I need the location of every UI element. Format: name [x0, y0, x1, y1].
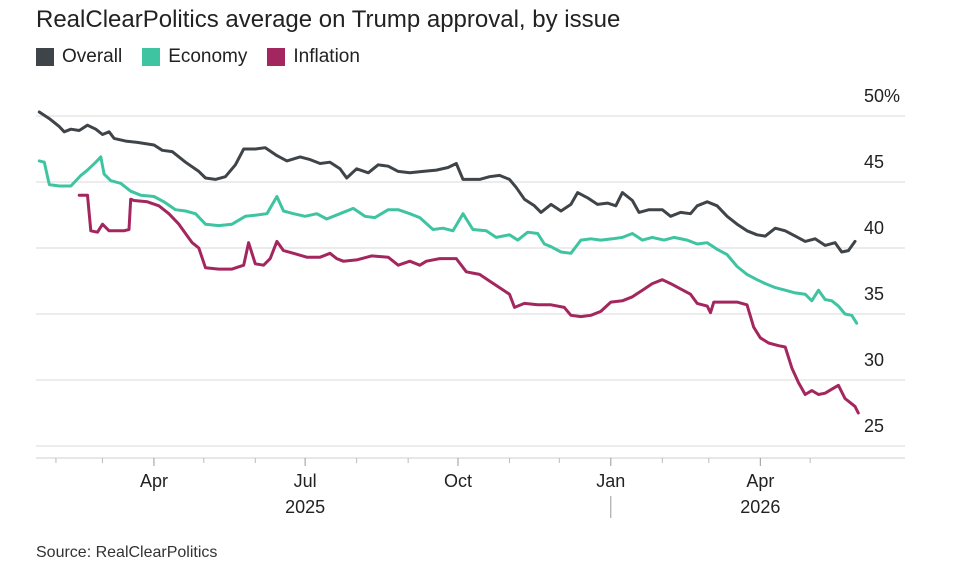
y-axis-labels: 50% 45 40 35 30 25 — [864, 86, 900, 436]
x-axis: Apr Jul Oct Jan Apr 2025 2026 — [36, 457, 905, 518]
legend-swatch-overall — [36, 48, 54, 66]
x-tick-label-jul: Jul — [294, 471, 317, 491]
legend-item-economy: Economy — [142, 46, 247, 68]
series-line-overall — [37, 110, 857, 254]
x-year-label-2026: 2026 — [740, 497, 780, 517]
series-line-economy — [37, 155, 859, 325]
y-tick-label-30: 30 — [864, 350, 884, 370]
series-lines — [37, 110, 860, 415]
legend-item-overall: Overall — [36, 46, 122, 68]
x-tick-label-apr: Apr — [746, 471, 774, 491]
legend-swatch-inflation — [267, 48, 286, 66]
y-tick-label-25: 25 — [864, 416, 884, 436]
legend-label-overall: Overall — [62, 46, 123, 67]
legend-label-economy: Economy — [168, 46, 248, 67]
y-tick-label-35: 35 — [864, 284, 884, 304]
legend-swatch-economy — [142, 48, 161, 66]
series-line-inflation — [77, 193, 860, 415]
x-year-label-2025: 2025 — [285, 497, 325, 517]
gridlines — [36, 115, 905, 447]
y-tick-label-45: 45 — [864, 152, 884, 172]
x-tick-label-jan: Jan — [596, 471, 625, 491]
y-tick-label-50: 50% — [864, 86, 900, 106]
source-note: Source: RealClearPolitics — [36, 544, 218, 561]
y-tick-label-40: 40 — [864, 218, 884, 238]
x-tick-label-oct: Oct — [444, 471, 472, 491]
chart-title: RealClearPolitics average on Trump appro… — [36, 6, 621, 33]
chart-legend: Overall Economy Inflation — [36, 46, 380, 68]
line-chart: 50% 45 40 35 30 25 Apr Jul Oct Jan Apr 2025 2026 — [36, 86, 905, 518]
legend-item-inflation: Inflation — [267, 46, 360, 68]
x-tick-label-apr: Apr — [140, 471, 168, 491]
legend-label-inflation: Inflation — [293, 46, 360, 67]
